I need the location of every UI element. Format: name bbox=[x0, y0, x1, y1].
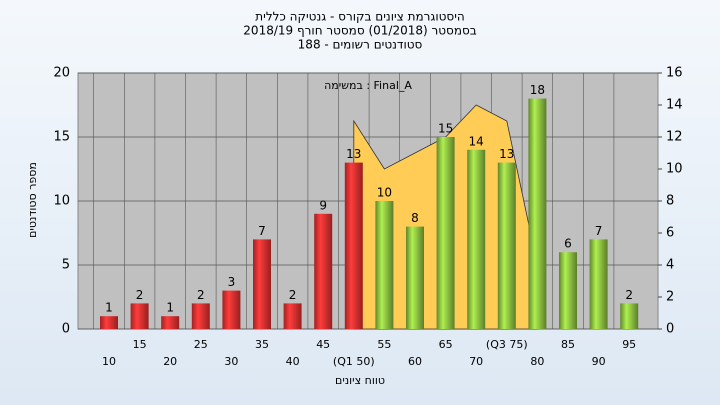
x-tick-label: 80 bbox=[530, 355, 544, 368]
value-label: 1 bbox=[105, 301, 113, 315]
value-label: 7 bbox=[595, 224, 603, 238]
value-label: 2 bbox=[197, 288, 205, 302]
x-tick-label: 35 bbox=[255, 338, 269, 351]
y2-tick-label: 4 bbox=[666, 258, 674, 273]
value-label: 6 bbox=[564, 237, 572, 251]
x-tick-label: 55 bbox=[377, 338, 391, 351]
value-label: 13 bbox=[346, 147, 361, 161]
x-tick-label: 70 bbox=[469, 355, 483, 368]
x-tick-label: 90 bbox=[592, 355, 606, 368]
bar bbox=[161, 316, 180, 329]
y-tick-label: 0 bbox=[62, 322, 70, 337]
y2-tick-label: 14 bbox=[666, 98, 683, 113]
y-tick-label: 10 bbox=[53, 194, 70, 209]
value-label: 13 bbox=[499, 147, 514, 161]
value-label: 10 bbox=[377, 186, 392, 200]
bar bbox=[222, 290, 241, 329]
annotation: במשימה : Final_A bbox=[324, 79, 412, 92]
y2-tick-label: 2 bbox=[666, 290, 674, 305]
value-label: 9 bbox=[319, 198, 327, 212]
x-tick-label: 45 bbox=[316, 338, 330, 351]
x-tick-label: 85 bbox=[561, 338, 575, 351]
x-tick-label: 10 bbox=[102, 355, 116, 368]
value-label: 15 bbox=[438, 122, 453, 136]
bar bbox=[406, 226, 424, 329]
x-axis-label: טווח ציונים bbox=[335, 374, 385, 387]
y2-tick-label: 8 bbox=[666, 194, 674, 209]
value-label: 18 bbox=[530, 83, 545, 97]
y2-tick-label: 10 bbox=[666, 162, 683, 177]
value-label: 2 bbox=[625, 288, 633, 302]
value-label: 2 bbox=[289, 288, 297, 302]
y-axis-label: מספר סטודנטים bbox=[26, 162, 39, 238]
x-tick-label: 40 bbox=[286, 355, 300, 368]
value-label: 7 bbox=[258, 224, 266, 238]
x-tick-label: 20 bbox=[163, 355, 177, 368]
x-tick-label: 30 bbox=[224, 355, 238, 368]
bar bbox=[620, 303, 639, 329]
bar bbox=[559, 252, 577, 329]
bar bbox=[191, 303, 210, 329]
bar bbox=[497, 162, 516, 329]
value-label: 8 bbox=[411, 211, 419, 225]
bar bbox=[283, 303, 302, 329]
x-tick-label: (Q3 75) bbox=[486, 338, 528, 351]
bar bbox=[314, 213, 333, 329]
bar bbox=[130, 303, 149, 329]
x-tick-label: 15 bbox=[133, 338, 147, 351]
title-line: היסטוגרמת ציונים בקורס - גנטיקה כללית bbox=[255, 10, 464, 24]
x-tick-label: 60 bbox=[408, 355, 422, 368]
bar bbox=[100, 316, 118, 329]
value-label: 1 bbox=[166, 301, 174, 315]
title-line: בסמסטר (01/2018) סמסטר חורף 2018/19 bbox=[243, 24, 476, 38]
x-tick-label: 65 bbox=[439, 338, 453, 351]
y-tick-label: 15 bbox=[53, 130, 70, 145]
bar bbox=[344, 162, 363, 329]
y2-tick-label: 0 bbox=[666, 322, 674, 337]
value-label: 14 bbox=[469, 134, 484, 148]
title-line: סטודנטים רשומים - 188 bbox=[298, 38, 423, 52]
bar bbox=[467, 149, 486, 329]
y2-tick-label: 12 bbox=[666, 130, 683, 145]
y-tick-label: 20 bbox=[53, 66, 70, 81]
x-tick-label: 95 bbox=[622, 338, 636, 351]
bar bbox=[253, 239, 271, 329]
y2-tick-label: 16 bbox=[666, 66, 683, 81]
y-tick-label: 5 bbox=[62, 258, 70, 273]
x-tick-label: (Q1 50) bbox=[333, 355, 375, 368]
value-label: 3 bbox=[228, 275, 236, 289]
y2-tick-label: 6 bbox=[666, 226, 674, 241]
value-label: 2 bbox=[136, 288, 144, 302]
bar bbox=[375, 201, 394, 329]
bar bbox=[436, 137, 455, 329]
bar bbox=[528, 98, 547, 329]
x-tick-label: 25 bbox=[194, 338, 208, 351]
bar bbox=[589, 239, 608, 329]
